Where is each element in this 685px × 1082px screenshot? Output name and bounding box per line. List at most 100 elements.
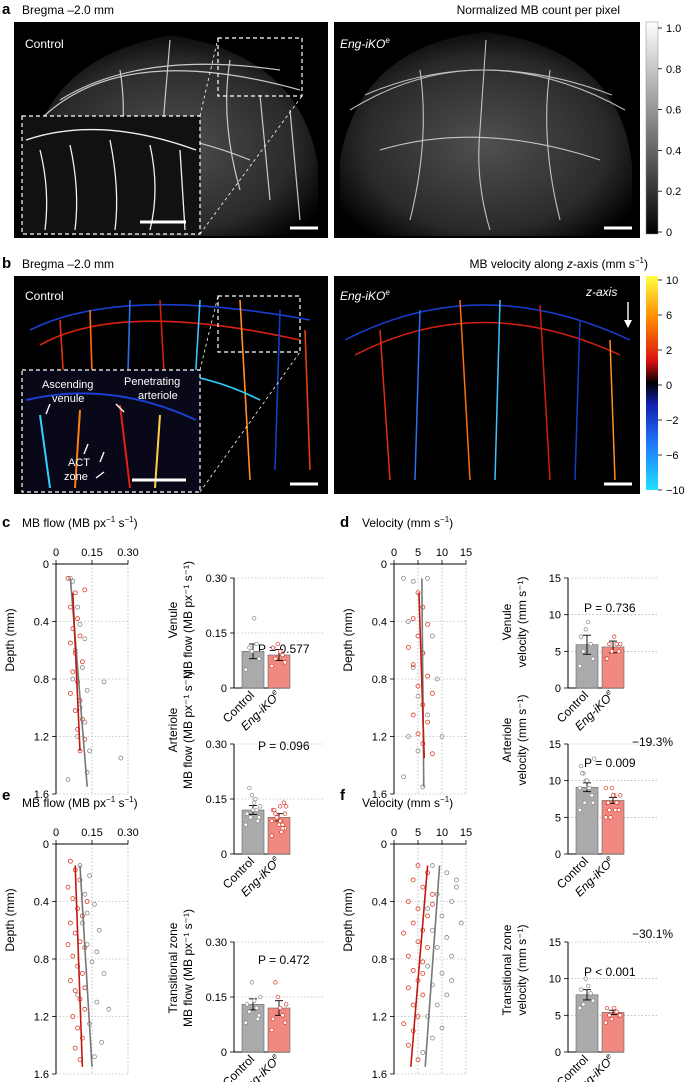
d-bar-ytick-label: 10 bbox=[549, 610, 561, 622]
e-scatter-xtick-label: 0.30 bbox=[117, 827, 138, 839]
panel-b-colorbar-title: MB velocity along z-axis (mm s−1) bbox=[469, 256, 648, 271]
f-scatter-knockout-point bbox=[420, 970, 426, 976]
f-scatter-control-point bbox=[420, 1050, 426, 1055]
f-scatter-xtick-label: 0 bbox=[391, 827, 397, 839]
panel-f-bar1-change: −19.3% bbox=[632, 735, 673, 749]
f-bar1-data-point bbox=[582, 800, 587, 805]
panel-f-xlabel: Velocity (mm s−1) bbox=[362, 795, 453, 810]
d-scatter-control-point bbox=[410, 665, 416, 670]
colorbar-tick-label: 0.6 bbox=[666, 105, 681, 117]
d-scatter-xtick-label: 15 bbox=[460, 547, 472, 559]
c-scatter-control-point bbox=[84, 770, 90, 775]
inset-arrows bbox=[45, 403, 125, 479]
e-scatter-control-point bbox=[96, 927, 102, 933]
e-scatter-control-point bbox=[92, 901, 97, 907]
f-scatter-fit-control bbox=[424, 865, 441, 1067]
e-bar2-bar-control bbox=[241, 1004, 265, 1053]
panel-e-bar1-ylabel-2: MB flow (MB px⁻¹ s⁻¹) bbox=[181, 671, 195, 789]
e-bar1-data-point bbox=[274, 815, 279, 820]
e-scatter-control-point bbox=[80, 920, 85, 926]
panel-a-eng-label: Eng-iKOe bbox=[340, 36, 390, 51]
f-bar2-data-point bbox=[577, 1005, 582, 1011]
f-bar2-data-point bbox=[583, 976, 588, 981]
e-scatter-control-point bbox=[94, 999, 100, 1005]
panel-d-ylabel: Depth (mm) bbox=[341, 608, 355, 671]
colorbar-tick-label: 0.8 bbox=[666, 64, 681, 76]
d-scatter-ytick-label: 1.6 bbox=[372, 789, 387, 801]
inset-label-ascending-1: Ascending bbox=[42, 379, 93, 391]
e-scatter-knockout-point bbox=[84, 899, 90, 904]
d-scatter-control-point bbox=[401, 575, 407, 581]
c-bar-data-point bbox=[249, 649, 254, 654]
e-bar2-data-point bbox=[269, 1027, 274, 1033]
f-bar1-ytick-label: 0 bbox=[555, 849, 561, 861]
f-bar1-ytick-label: 10 bbox=[549, 776, 561, 788]
f-scatter-knockout-point bbox=[415, 863, 421, 868]
f-bar2-data-point bbox=[607, 1013, 612, 1018]
panel-letter-a: a bbox=[2, 1, 11, 18]
d-bar-ytick-label: 0 bbox=[555, 683, 561, 695]
f-scatter-knockout-point bbox=[401, 930, 407, 936]
d-scatter-control-point bbox=[410, 578, 416, 584]
f-bar1-data-point bbox=[589, 793, 594, 798]
panel-f-bar1-ylabel-1: Arteriole bbox=[500, 717, 514, 762]
d-bar-data-point bbox=[581, 649, 586, 654]
panel-f-bar2-p-value: P < 0.001 bbox=[584, 965, 636, 979]
c-scatter-control-point bbox=[82, 636, 88, 642]
d-scatter-control-point bbox=[420, 784, 426, 790]
e-bar1-data-point bbox=[279, 829, 284, 835]
e-bar1-data-point bbox=[269, 833, 274, 838]
e-bar2-data-point bbox=[247, 1009, 252, 1014]
d-scatter-knockout-point bbox=[410, 712, 416, 718]
e-bar2-data-point bbox=[255, 1016, 260, 1022]
c-scatter-control-point bbox=[87, 748, 92, 754]
panel-b-bregma: Bregma –2.0 mm bbox=[22, 257, 114, 271]
inset-label-penetrating-1: Penetrating bbox=[124, 376, 180, 388]
panel-d-bar-ylabel-1: Venule bbox=[500, 603, 514, 640]
f-scatter-knockout-point bbox=[425, 913, 431, 919]
f-bar1-data-point bbox=[607, 807, 612, 813]
f-bar2-data-point bbox=[578, 987, 584, 992]
f-scatter-control-point bbox=[439, 913, 445, 919]
e-bar1-data-point bbox=[256, 815, 262, 820]
d-scatter-fit-knockout bbox=[418, 592, 426, 759]
panel-b-eng-vessels bbox=[344, 299, 631, 481]
f-scatter-knockout-point bbox=[410, 920, 416, 926]
e-scatter-control-point bbox=[94, 949, 100, 955]
f-scatter-knockout-point bbox=[420, 959, 426, 965]
d-scatter-knockout-point bbox=[429, 751, 435, 757]
f-scatter-control-point bbox=[458, 920, 464, 926]
f-scatter-knockout-point bbox=[410, 877, 416, 883]
panel-b-roi-box bbox=[217, 295, 301, 353]
d-scatter-knockout-point bbox=[410, 662, 416, 668]
colorbar-tick-label: 6 bbox=[666, 310, 672, 322]
c-scatter-knockout-point bbox=[72, 708, 78, 714]
f-bar1-data-point bbox=[577, 807, 582, 813]
panel-a-control-label: Control bbox=[25, 37, 64, 51]
c-scatter-ytick-label: 1.6 bbox=[34, 789, 49, 801]
e-scatter-knockout-point bbox=[80, 1035, 85, 1041]
c-bar-ytick-label: 0.30 bbox=[206, 573, 227, 585]
c-scatter-xtick-label: 0 bbox=[53, 547, 59, 559]
f-bar1-data-point bbox=[592, 756, 597, 761]
e-scatter-knockout-point bbox=[68, 920, 73, 926]
f-scatter-knockout-point bbox=[410, 968, 416, 973]
f-bar1-data-point bbox=[618, 793, 623, 798]
panel-e-bar2-ylabel-1: Transitional zone bbox=[166, 922, 180, 1013]
charts-layer: 0 0.15 0.3000.40.81.21.600.150.30ControlEn… bbox=[34, 547, 658, 1082]
c-scatter-knockout-point bbox=[68, 690, 73, 696]
colorbar-tick-label: 0 bbox=[666, 227, 672, 239]
d-bar-data-point bbox=[614, 641, 619, 647]
d-scatter-ytick-label: 1.2 bbox=[372, 732, 387, 744]
e-scatter-knockout-point bbox=[72, 988, 78, 994]
e-scatter-knockout-point bbox=[82, 985, 88, 991]
e-bar1-data-point bbox=[282, 811, 288, 816]
inset-label-penetrating-2: arteriole bbox=[138, 390, 178, 402]
colorbar-tick-label: 2 bbox=[666, 345, 672, 357]
c-bar-data-point bbox=[270, 645, 276, 650]
f-scatter-control-point bbox=[439, 970, 445, 976]
e-bar2-data-point bbox=[282, 1020, 288, 1025]
d-scatter-ytick-label: 0 bbox=[381, 559, 387, 571]
c-scatter-knockout-point bbox=[80, 659, 85, 665]
